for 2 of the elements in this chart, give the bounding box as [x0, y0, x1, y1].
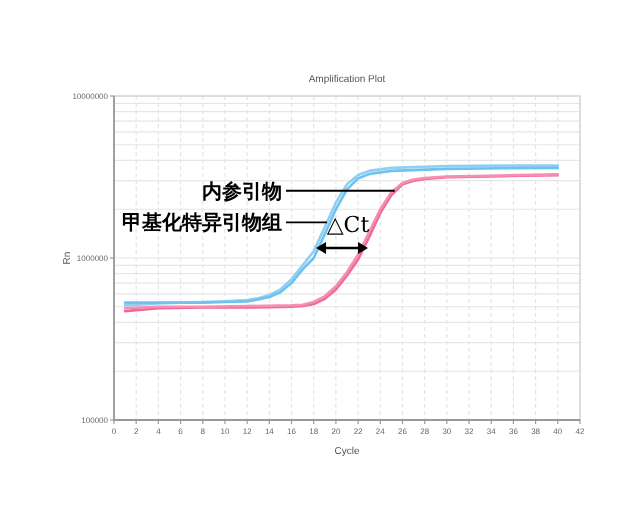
- annotation: 甲基化特异引物组: [122, 211, 282, 236]
- annotation: 内参引物: [202, 179, 282, 204]
